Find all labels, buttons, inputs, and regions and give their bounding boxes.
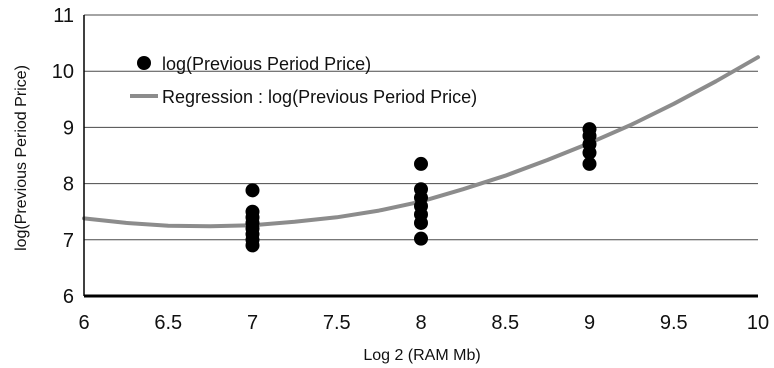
- tick-labels: 6 7 8 9 10 11 6 6.5 7 7.5 8 8.5 9 9.5 10: [52, 5, 769, 334]
- scatter-point: [245, 204, 260, 219]
- legend-regression-label: Regression : log(Previous Period Price): [162, 87, 477, 107]
- legend-scatter-marker: [137, 56, 151, 70]
- scatter-point: [245, 183, 260, 198]
- scatter-point: [582, 122, 597, 137]
- x-tick-label: 6.5: [154, 312, 182, 334]
- x-tick-label: 8: [415, 312, 426, 334]
- x-tick-label: 7: [247, 312, 258, 334]
- x-axis-title: Log 2 (RAM Mb): [363, 347, 480, 364]
- x-tick-label: 7.5: [323, 312, 351, 334]
- scatter-point: [414, 231, 428, 246]
- x-tick-label: 9: [584, 312, 595, 334]
- scatter-layer: [245, 122, 597, 253]
- x-tick-label: 8.5: [491, 312, 519, 334]
- y-tick-label: 6: [63, 286, 74, 308]
- grid-lines: [84, 14, 758, 241]
- scatter-point: [582, 156, 597, 171]
- legend: log(Previous Period Price) Regression : …: [130, 54, 477, 107]
- y-tick-label: 10: [52, 61, 74, 83]
- scatter-point: [414, 156, 428, 171]
- scatter-point: [414, 182, 428, 197]
- x-tick-label: 6: [78, 312, 89, 334]
- y-tick-label: 11: [53, 5, 74, 27]
- x-tick-label: 9.5: [660, 312, 688, 334]
- axes: [83, 15, 758, 298]
- y-tick-label: 9: [63, 117, 74, 139]
- y-tick-label: 8: [63, 174, 74, 196]
- y-tick-label: 7: [63, 230, 74, 252]
- x-tick-label: 10: [747, 312, 769, 334]
- legend-scatter-label: log(Previous Period Price): [162, 54, 371, 74]
- y-axis-title: log(Previous Period Price): [13, 65, 30, 251]
